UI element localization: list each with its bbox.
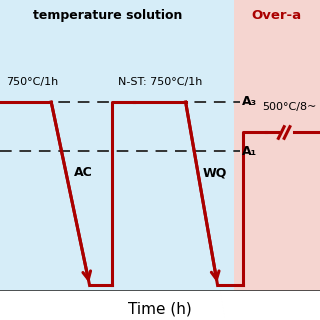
- Text: A₃: A₃: [242, 95, 257, 108]
- Text: N-ST: 750°C/1h: N-ST: 750°C/1h: [118, 77, 202, 87]
- Text: Time (h): Time (h): [128, 302, 192, 317]
- Bar: [0, 0, 234, 291]
- Text: 500°C/8~: 500°C/8~: [262, 102, 317, 112]
- Text: temperature solution: temperature solution: [33, 9, 182, 22]
- Text: AC: AC: [74, 166, 92, 179]
- Text: Over-a: Over-a: [252, 9, 302, 22]
- Text: 750°C/1h: 750°C/1h: [6, 77, 59, 87]
- Text: A₁: A₁: [242, 145, 257, 158]
- Text: WQ: WQ: [202, 166, 227, 179]
- Bar: [234, 0, 320, 291]
